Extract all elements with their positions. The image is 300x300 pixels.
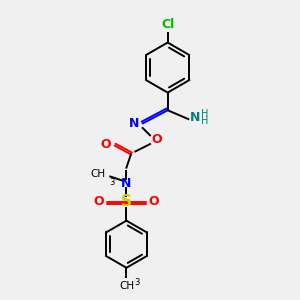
- Text: O: O: [94, 195, 104, 208]
- Text: CH: CH: [119, 281, 134, 291]
- Text: O: O: [152, 133, 162, 146]
- Text: 3: 3: [135, 278, 140, 287]
- Text: S: S: [121, 194, 132, 209]
- Text: Cl: Cl: [161, 18, 174, 31]
- Text: CH: CH: [91, 169, 106, 178]
- Text: H: H: [201, 109, 208, 119]
- Text: O: O: [100, 138, 111, 151]
- Text: H: H: [201, 116, 208, 126]
- Text: N: N: [121, 177, 132, 190]
- Text: N: N: [190, 111, 200, 124]
- Text: N: N: [129, 117, 139, 130]
- Text: O: O: [148, 195, 159, 208]
- Text: 3: 3: [110, 178, 115, 187]
